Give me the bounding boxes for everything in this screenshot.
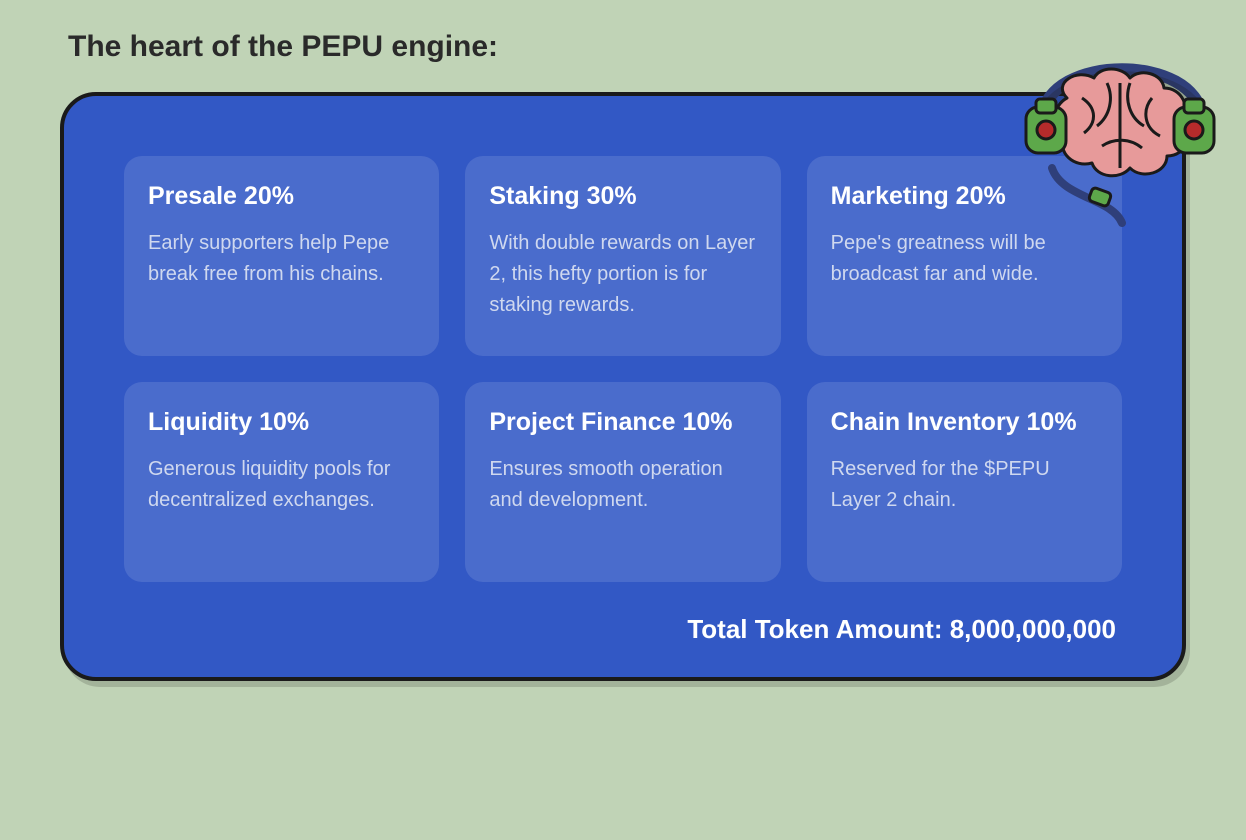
card-body: Early supporters help Pepe break free fr… bbox=[148, 228, 415, 290]
card-title: Project Finance 10% bbox=[489, 406, 756, 440]
card-chain-inventory: Chain Inventory 10% Reserved for the $PE… bbox=[807, 382, 1122, 582]
card-title: Presale 20% bbox=[148, 180, 415, 214]
card-title: Staking 30% bbox=[489, 180, 756, 214]
card-body: Generous liquidity pools for decentraliz… bbox=[148, 454, 415, 516]
total-value: 8,000,000,000 bbox=[950, 614, 1116, 644]
card-project-finance: Project Finance 10% Ensures smooth opera… bbox=[465, 382, 780, 582]
brain-with-headphones-icon bbox=[1002, 28, 1242, 228]
card-staking: Staking 30% With double rewards on Layer… bbox=[465, 156, 780, 356]
total-label: Total Token Amount: bbox=[687, 614, 942, 644]
card-body: Reserved for the $PEPU Layer 2 chain. bbox=[831, 454, 1098, 516]
card-body: Ensures smooth operation and development… bbox=[489, 454, 756, 516]
total-token-amount: Total Token Amount: 8,000,000,000 bbox=[124, 614, 1116, 645]
tokenomics-grid: Presale 20% Early supporters help Pepe b… bbox=[124, 156, 1122, 582]
card-liquidity: Liquidity 10% Generous liquidity pools f… bbox=[124, 382, 439, 582]
card-title: Liquidity 10% bbox=[148, 406, 415, 440]
card-body: With double rewards on Layer 2, this hef… bbox=[489, 228, 756, 321]
card-presale: Presale 20% Early supporters help Pepe b… bbox=[124, 156, 439, 356]
card-body: Pepe's greatness will be broadcast far a… bbox=[831, 228, 1098, 290]
card-title: Chain Inventory 10% bbox=[831, 406, 1098, 440]
